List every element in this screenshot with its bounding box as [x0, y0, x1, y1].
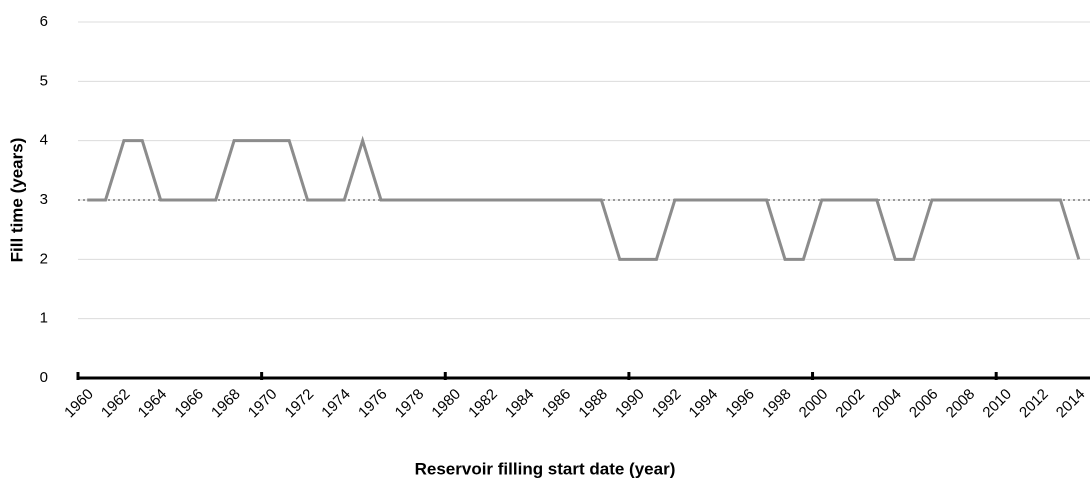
x-tick-label: 1980 [428, 386, 464, 422]
x-tick-label: 1962 [98, 386, 134, 422]
x-tick-label: 1990 [612, 386, 648, 422]
x-tick-label: 2010 [979, 386, 1015, 422]
y-tick-label: 3 [40, 191, 48, 208]
x-tick-label: 2012 [1016, 386, 1052, 422]
x-tick-label: 1982 [465, 386, 501, 422]
x-tick-label: 1984 [502, 386, 538, 422]
x-tick-label: 1966 [171, 386, 207, 422]
x-tick-label: 1998 [759, 386, 795, 422]
x-tick-label: 2006 [906, 386, 942, 422]
x-tick-label: 1996 [722, 386, 758, 422]
x-axis-title: Reservoir filling start date (year) [415, 459, 676, 478]
x-tick-label: 1968 [208, 386, 244, 422]
x-tick-label: 2008 [943, 386, 979, 422]
x-tick-label: 1960 [61, 386, 97, 422]
x-tick-label: 1986 [539, 386, 575, 422]
x-tick-label: 1992 [649, 386, 685, 422]
x-tick-label: 2000 [796, 386, 832, 422]
x-tick-label: 2004 [869, 386, 905, 422]
x-tick-label: 1970 [245, 386, 281, 422]
x-tick-label: 1978 [392, 386, 428, 422]
x-tick-label: 1988 [575, 386, 611, 422]
y-tick-label: 0 [40, 369, 48, 386]
y-tick-label: 4 [40, 132, 48, 149]
x-tick-label: 1994 [686, 386, 722, 422]
y-tick-label: 5 [40, 72, 48, 89]
data-line [87, 135, 1081, 261]
x-tick-label: 2002 [832, 386, 868, 422]
y-tick-label: 1 [40, 310, 48, 327]
y-axis-title: Fill time (years) [7, 138, 26, 263]
x-tick-label: 1964 [135, 386, 171, 422]
x-tick-label: 1974 [318, 386, 354, 422]
x-tick-label: 1972 [282, 386, 318, 422]
y-tick-label: 2 [40, 250, 48, 267]
y-tick-label: 6 [40, 13, 48, 30]
x-tick-label: 1976 [355, 386, 391, 422]
x-tick-label: 2014 [1053, 386, 1089, 422]
